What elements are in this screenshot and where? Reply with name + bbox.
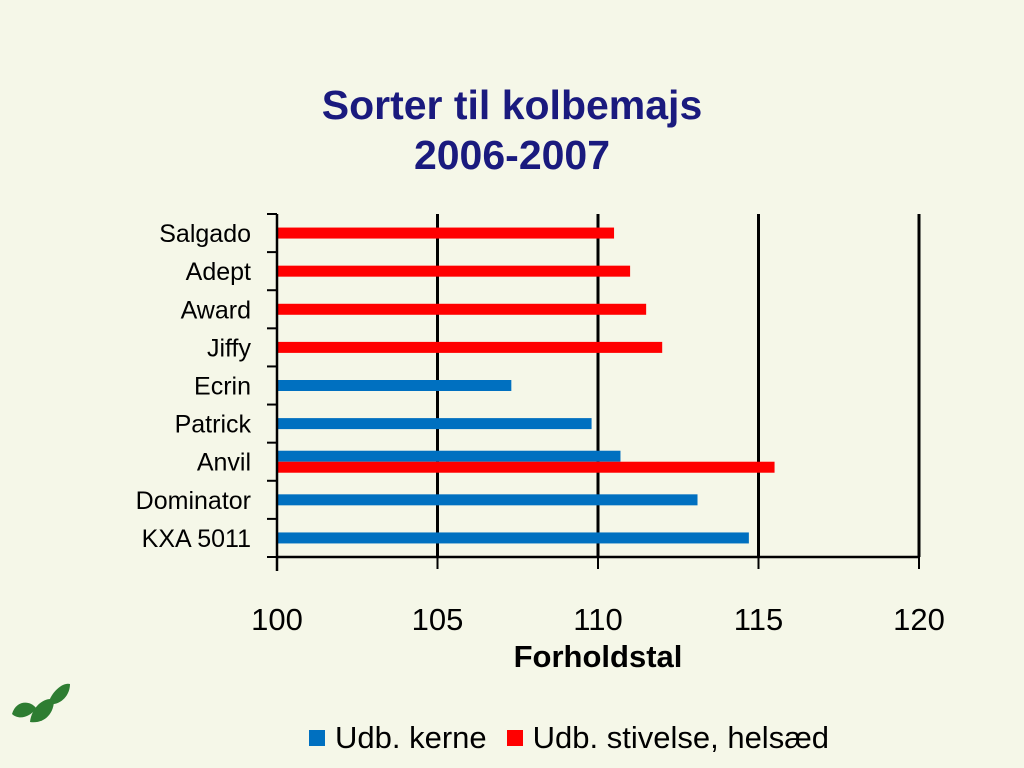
x-tick-label-105: 105 bbox=[412, 602, 464, 637]
legend-label-kerne: Udb. kerne bbox=[335, 720, 487, 755]
bar-chart: Salgado Adept Award Jiffy Ecrin Patrick Anvil D… bbox=[136, 213, 945, 674]
category-label-jiffy: Jiffy bbox=[207, 334, 251, 362]
category-label-award: Award bbox=[181, 296, 251, 324]
bar-award-series-1 bbox=[277, 303, 647, 315]
axes bbox=[267, 213, 920, 571]
category-label-dominator: Dominator bbox=[136, 487, 251, 515]
category-label-salgado: Salgado bbox=[159, 220, 251, 248]
bar-patrick-series-0 bbox=[277, 418, 592, 430]
bar-kxa-5011-series-0 bbox=[277, 532, 749, 544]
chart-title-line1: Sorter til kolbemajs bbox=[321, 82, 703, 128]
bar-anvil-series-1 bbox=[277, 461, 775, 473]
category-label-adept: Adept bbox=[186, 258, 251, 286]
legend-item-kerne: Udb. kerne bbox=[309, 720, 487, 756]
x-axis-title: Forholdstal bbox=[514, 639, 683, 674]
bar-dominator-series-0 bbox=[277, 494, 698, 506]
legend-swatch-kerne bbox=[309, 730, 325, 746]
category-label-anvil: Anvil bbox=[197, 449, 251, 477]
chart-title: Sorter til kolbemajs 2006-2007 bbox=[0, 80, 1024, 180]
legend-swatch-stivelse bbox=[506, 730, 523, 746]
bars bbox=[277, 227, 775, 544]
bar-jiffy-series-1 bbox=[277, 341, 663, 353]
legend-label-stivelse: Udb. stivelse, helsæd bbox=[532, 720, 830, 755]
x-tick-label-115: 115 bbox=[734, 602, 783, 637]
leaf-logo-icon bbox=[12, 683, 70, 723]
x-tick-label-100: 100 bbox=[251, 602, 303, 637]
bar-adept-series-1 bbox=[277, 265, 631, 277]
bar-anvil-series-0 bbox=[277, 450, 621, 462]
bar-salgado-series-1 bbox=[277, 227, 615, 239]
category-label-ecrin: Ecrin bbox=[194, 373, 251, 401]
bar-ecrin-series-0 bbox=[277, 380, 512, 391]
chart-title-line2: 2006-2007 bbox=[413, 132, 611, 178]
x-tick-label-120: 120 bbox=[893, 602, 945, 637]
category-label-kxa-5011: KXA 5011 bbox=[142, 525, 251, 553]
legend-item-stivelse: Udb. stivelse, helsæd bbox=[506, 720, 830, 756]
legend: Udb. kerne Udb. stivelse, helsæd bbox=[309, 718, 849, 758]
category-label-patrick: Patrick bbox=[175, 411, 252, 439]
labels: Salgado Adept Award Jiffy Ecrin Patrick Anvil D… bbox=[136, 220, 945, 674]
x-tick-label-110: 110 bbox=[573, 602, 622, 637]
